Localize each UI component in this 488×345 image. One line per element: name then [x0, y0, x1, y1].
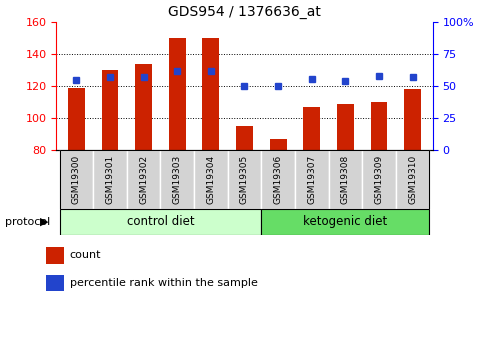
Bar — [68, 88, 84, 150]
Bar — [60, 150, 93, 209]
Bar — [102, 70, 118, 150]
Text: GSM19300: GSM19300 — [72, 155, 81, 204]
Bar — [294, 150, 328, 209]
Bar — [261, 150, 294, 209]
Bar — [202, 38, 219, 150]
Bar — [60, 209, 261, 235]
Text: GSM19310: GSM19310 — [407, 155, 416, 204]
Text: GSM19305: GSM19305 — [240, 155, 248, 204]
Bar — [93, 150, 126, 209]
Text: GSM19302: GSM19302 — [139, 155, 148, 204]
Text: control diet: control diet — [126, 215, 194, 228]
Text: protocol: protocol — [5, 217, 50, 227]
Text: GSM19309: GSM19309 — [374, 155, 383, 204]
Title: GDS954 / 1376636_at: GDS954 / 1376636_at — [168, 4, 320, 19]
Text: percentile rank within the sample: percentile rank within the sample — [69, 278, 257, 288]
Text: ▶: ▶ — [41, 217, 49, 227]
Bar — [46, 247, 64, 264]
Text: count: count — [69, 250, 101, 260]
Bar — [168, 38, 185, 150]
Text: GSM19308: GSM19308 — [340, 155, 349, 204]
Bar — [194, 150, 227, 209]
Bar — [261, 209, 428, 235]
Bar — [269, 139, 286, 150]
Text: GSM19301: GSM19301 — [105, 155, 114, 204]
Text: GSM19303: GSM19303 — [172, 155, 182, 204]
Text: GSM19306: GSM19306 — [273, 155, 282, 204]
Bar — [236, 126, 252, 150]
Bar — [328, 150, 362, 209]
Bar — [395, 150, 428, 209]
Bar — [303, 107, 320, 150]
Bar — [126, 150, 160, 209]
Bar — [370, 102, 386, 150]
Text: GSM19304: GSM19304 — [206, 155, 215, 204]
Bar — [227, 150, 261, 209]
Bar — [404, 89, 420, 150]
Text: ketogenic diet: ketogenic diet — [303, 215, 386, 228]
Bar — [336, 104, 353, 150]
Bar — [362, 150, 395, 209]
Bar — [135, 64, 152, 150]
Bar — [46, 275, 64, 291]
Text: GSM19307: GSM19307 — [306, 155, 316, 204]
Bar — [160, 150, 194, 209]
